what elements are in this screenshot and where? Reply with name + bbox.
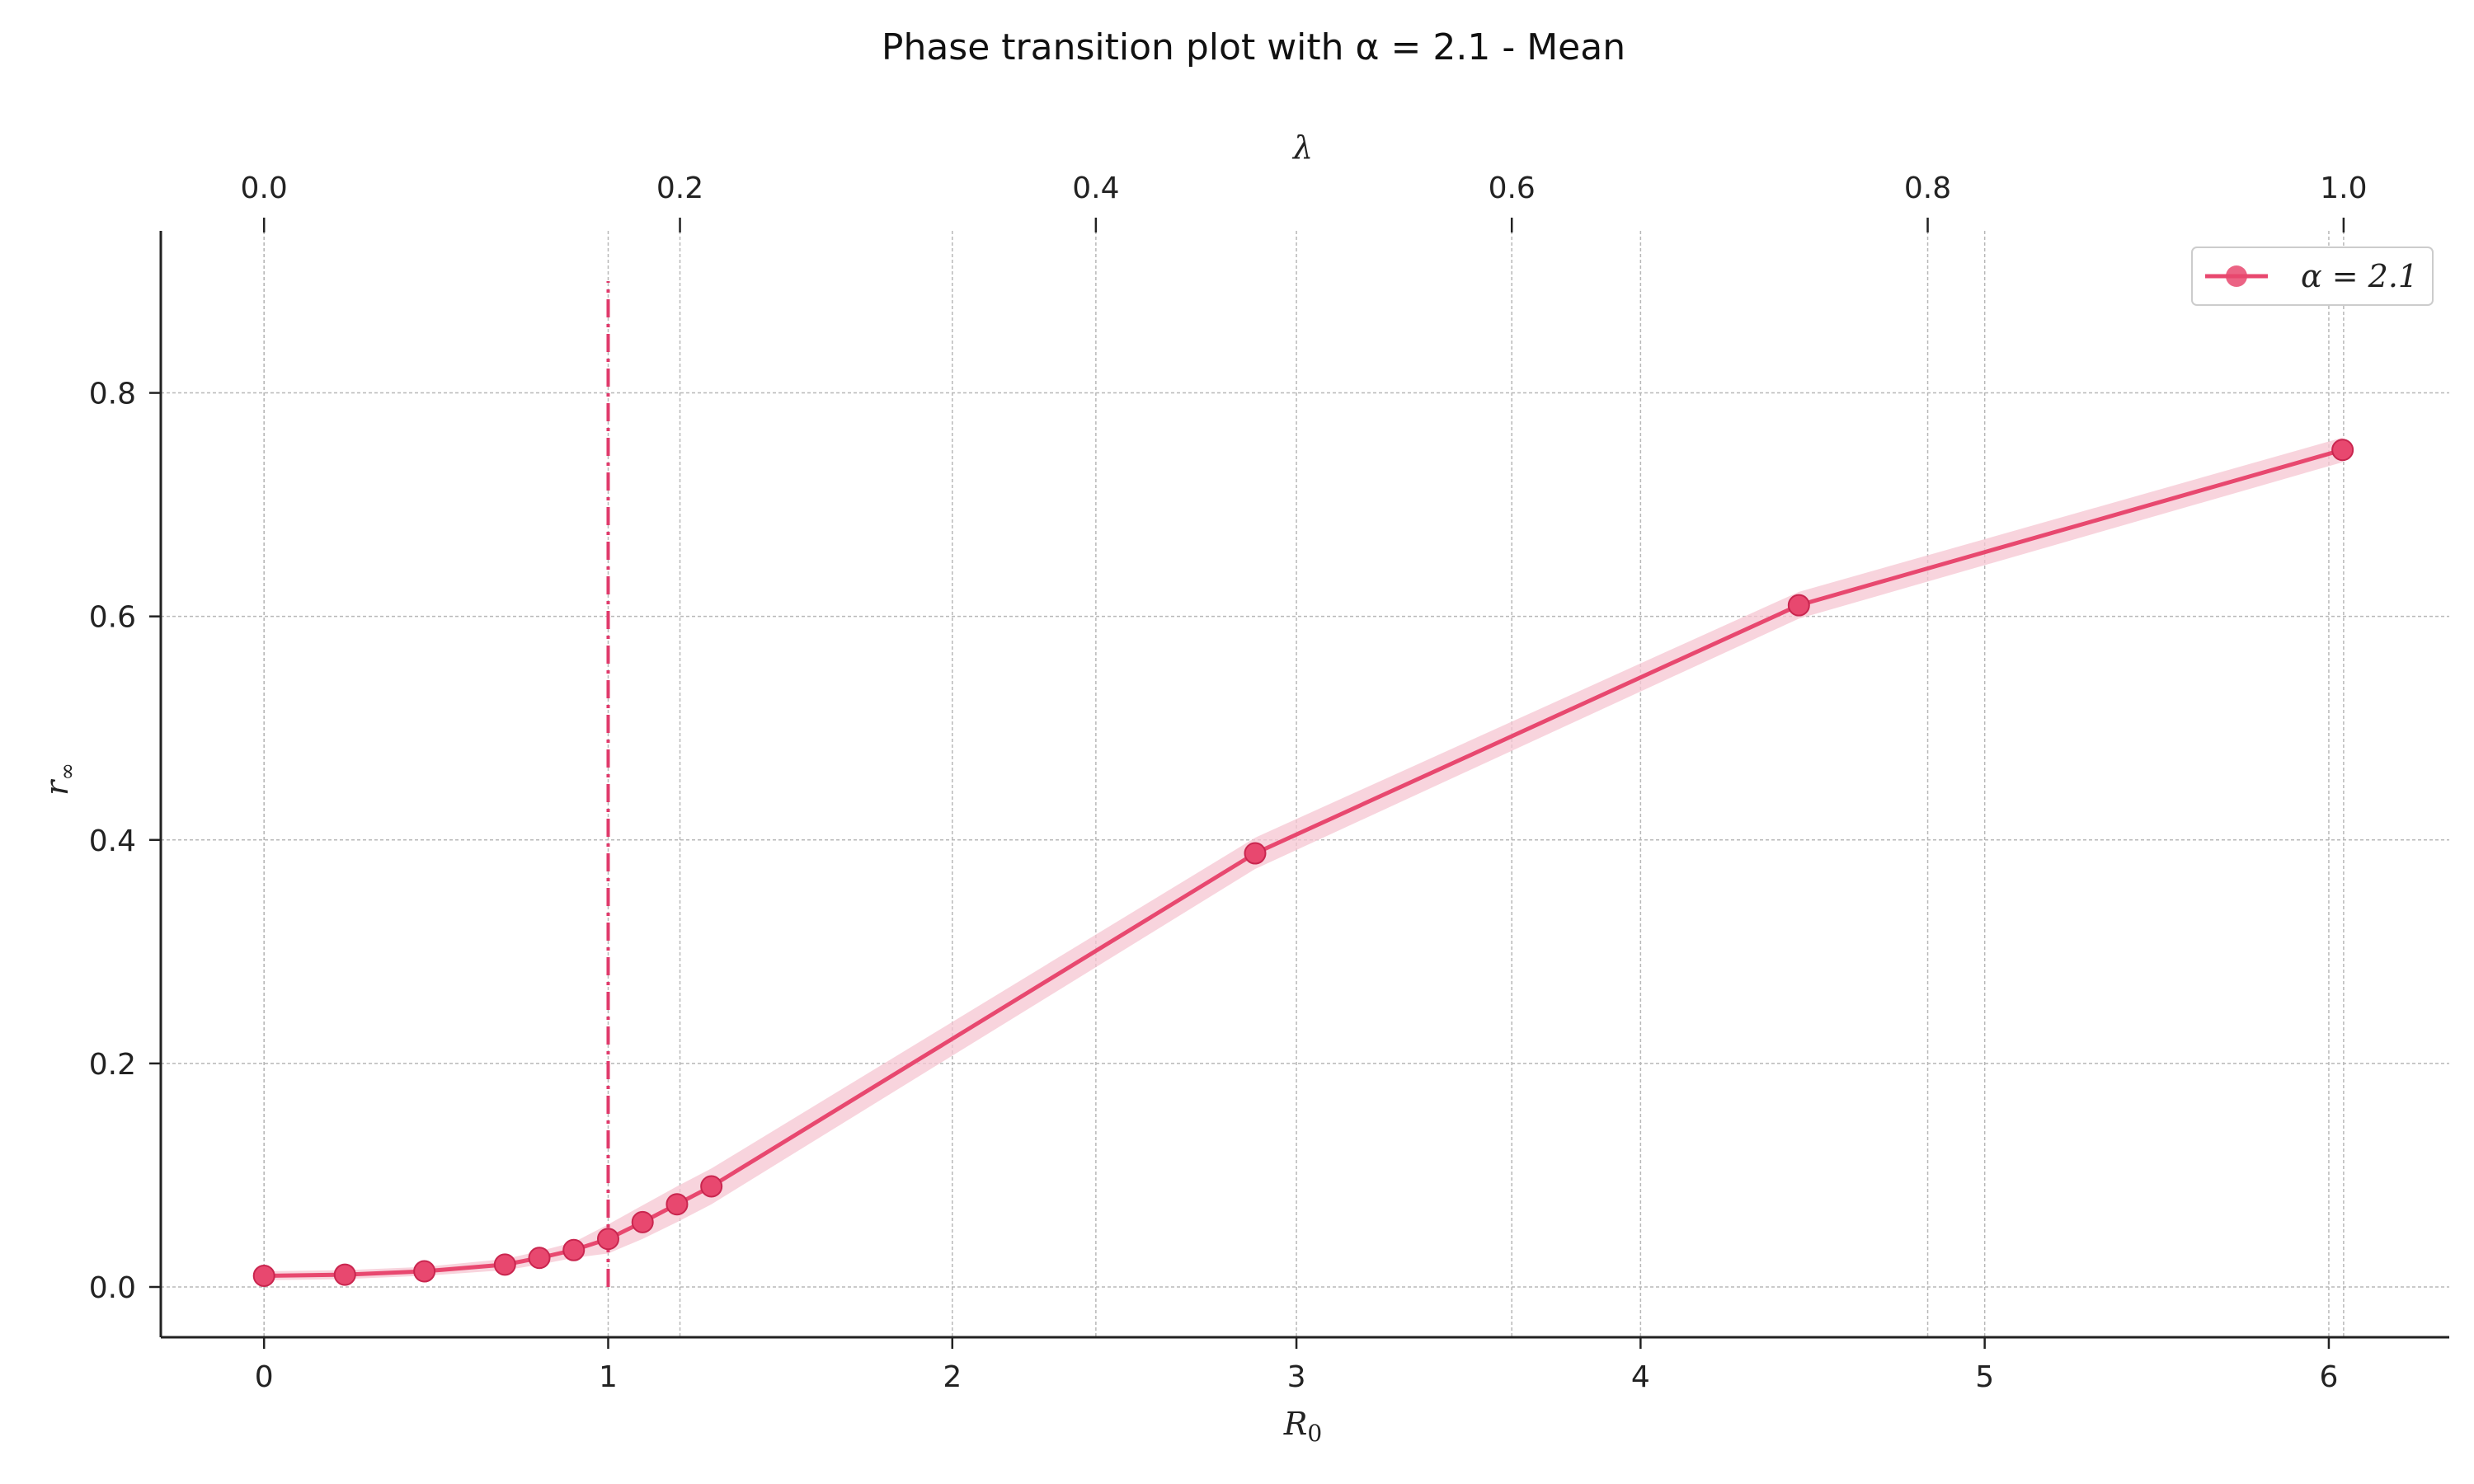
y-tick-label: 0.6 xyxy=(89,601,136,635)
top-tick-label: 0.8 xyxy=(1904,171,1951,205)
data-point xyxy=(413,1260,436,1283)
x-tick-label: 5 xyxy=(1975,1360,1994,1394)
x-axis-label: R0 xyxy=(1283,1406,1322,1447)
x-tick-label: 3 xyxy=(1287,1360,1306,1394)
legend-marker xyxy=(2226,265,2247,287)
data-point xyxy=(333,1263,356,1286)
data-point xyxy=(2331,439,2354,462)
x-tick-label: 1 xyxy=(599,1360,618,1394)
series-layer xyxy=(252,439,2354,1287)
data-point xyxy=(666,1193,689,1216)
data-point xyxy=(493,1253,516,1276)
series-line xyxy=(264,448,2344,1278)
x-tick-label: 6 xyxy=(2319,1360,2338,1394)
x-tick-label: 2 xyxy=(943,1360,962,1394)
data-point xyxy=(1244,842,1267,865)
legend-box xyxy=(2191,247,2434,306)
y-tick-label: 0.0 xyxy=(89,1271,136,1305)
legend-label: α = 2.1 xyxy=(2301,258,2418,294)
top-tick-label: 0.2 xyxy=(656,171,703,205)
y-tick-label: 0.4 xyxy=(89,824,136,858)
y-tick-label: 0.2 xyxy=(89,1048,136,1082)
top-tick-label: 0.4 xyxy=(1072,171,1119,205)
x-tick-label: 4 xyxy=(1631,1360,1650,1394)
data-point xyxy=(1787,594,1810,617)
y-tick-label: 0.8 xyxy=(89,378,136,411)
data-point xyxy=(252,1264,275,1287)
legend: α = 2.1 xyxy=(2191,247,2434,306)
top-tick-label: 0.0 xyxy=(241,171,288,205)
top-tick-label: 1.0 xyxy=(2320,171,2367,205)
confidence-band xyxy=(264,437,2343,1280)
chart-title: Phase transition plot with α = 2.1 - Mea… xyxy=(882,26,1625,68)
grid xyxy=(161,231,2449,1337)
ticks: 0 1 2 3 4 5 6 0.0 0.2 0.4 0.6 0.8 1.0 0.0 0.2 0.4 0.6 0.8 xyxy=(89,171,2368,1394)
data-point xyxy=(631,1210,654,1233)
axes xyxy=(159,231,2449,1339)
top-axis-label: λ xyxy=(1291,129,1313,166)
data-point xyxy=(700,1175,723,1198)
series-band xyxy=(264,437,2343,1280)
y-axis-label: r∞ xyxy=(39,763,80,796)
data-point xyxy=(562,1238,586,1261)
data-point xyxy=(528,1247,551,1270)
top-tick-label: 0.6 xyxy=(1489,171,1536,205)
x-tick-label: 0 xyxy=(255,1360,274,1394)
data-point xyxy=(596,1228,619,1251)
